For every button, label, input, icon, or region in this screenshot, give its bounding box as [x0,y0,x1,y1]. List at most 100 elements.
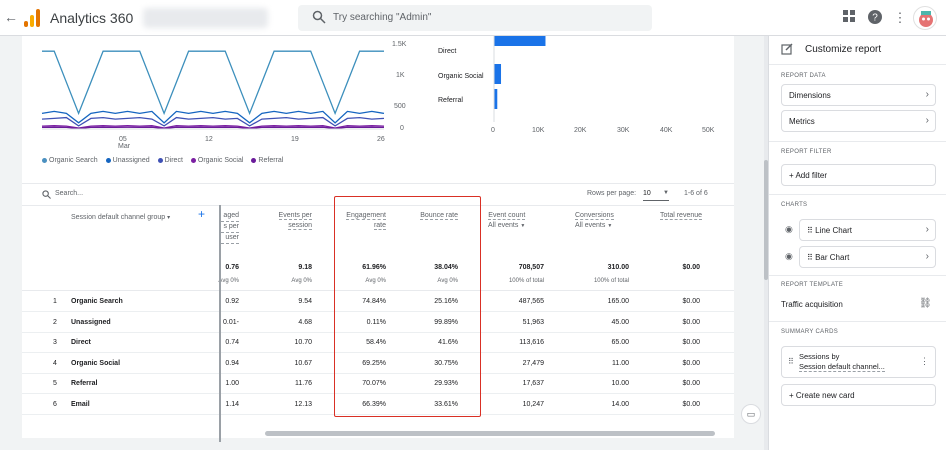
more-vert-icon[interactable]: ⋮ [893,10,907,25]
rows-per-page-select[interactable]: 10 ▼ [643,187,669,201]
cell-name: Organic Social [71,359,121,367]
total-value: 708,507 [518,264,544,271]
cell-eps: 4.68 [298,318,312,326]
col-header-engagement-rate[interactable]: Engagement rate [346,212,386,230]
back-arrow-icon[interactable]: ← [4,9,18,25]
horizontal-scrollbar[interactable] [265,431,715,436]
series-line [42,50,384,116]
legend-item[interactable]: Organic Social [190,157,243,164]
col-header-total-revenue[interactable]: Total revenue [660,212,703,220]
cell-rev: $0.00 [682,359,700,367]
account-selector[interactable] [143,8,268,28]
cell-rev: $0.00 [682,339,700,346]
series-line [41,126,385,130]
panel-title: Customize report [805,44,882,55]
summary-card-item[interactable]: ⠿ Sessions by Session default channel...… [781,346,936,378]
eye-icon[interactable]: ◉ [785,251,793,261]
cell-eng: 69.25% [362,359,386,367]
bar-chart-item[interactable]: ⠿ Bar Chart › [799,246,936,268]
top-app-bar: ← Analytics 360 Try searching "Admin" ? … [0,0,946,36]
legend-item[interactable]: Unassigned [105,157,150,164]
dimension-header[interactable]: Session default channel group ▾ [71,214,171,221]
chevron-right-icon: › [925,251,929,262]
line-chart[interactable] [22,36,402,156]
add-dimension-icon[interactable]: + [198,207,206,221]
bar-chart[interactable] [492,36,732,136]
cell-eps: 11.76 [295,380,312,387]
pagination-range: 1-6 of 6 [684,190,708,197]
cell-partial: 0.92 [225,298,239,305]
cell-name: Email [71,400,90,408]
apps-grid-icon[interactable] [841,10,857,26]
table-row[interactable]: 1 Organic Search 0.92 9.54 74.84% 25.16% 487,5… [22,292,734,312]
summary-card-title: Sessions by [799,352,840,361]
col-header-bounce-rate[interactable]: Bounce rate [420,212,458,220]
create-new-card-button[interactable]: + Create new card [781,384,936,406]
bar-label-direct: Direct [438,48,457,55]
cell-bounce: 30.75% [434,359,458,367]
drag-handle-icon[interactable]: ⠿ [807,226,813,235]
table-search-input[interactable]: Search... [55,190,84,197]
search-icon [312,10,326,24]
line-chart-item[interactable]: ⠿ Line Chart › [799,219,936,241]
unlink-template-icon[interactable]: ⛓ [919,298,932,309]
eye-icon[interactable]: ◉ [785,224,793,234]
col-header-event-count[interactable]: Event count All events ▼ [488,212,526,229]
cell-events: 27,479 [522,359,544,367]
cell-eng: 58.4% [366,339,386,346]
avatar[interactable] [913,6,937,30]
rows-per-page-label: Rows per page: [587,190,637,197]
legend-item[interactable]: Organic Search [42,157,98,164]
global-search-box[interactable]: Try searching "Admin" [298,5,652,31]
cell-partial: 0.94 [225,359,239,367]
bar [494,89,498,109]
section-report-filter: REPORT FILTER [781,149,832,155]
bar-x-tick: 40K [660,127,673,134]
col-header-conversions[interactable]: Conversions All events ▼ [575,212,614,229]
col-header-events-per-session[interactable]: Events per session [278,212,312,230]
total-sub: 100% of total [508,278,544,284]
chevron-right-icon: › [925,89,929,100]
total-sub: Avg 0% [365,278,386,284]
cell-n: 4 [53,359,57,367]
table-row[interactable]: 3 Direct 0.74 10.70 58.4% 41.6% 113,616 65.00 $0… [22,333,734,353]
more-vert-icon[interactable]: ⋮ [920,356,929,366]
cell-partial: 1.00 [225,380,239,387]
cell-bounce: 99.89% [434,318,458,326]
table-row[interactable]: 6 Email 1.14 12.13 66.39% 33.61% 10,247 14.00 $0… [22,395,734,415]
table-row[interactable]: 2 Unassigned -0.01 4.68 0.11% 99.89% 51,963 45.… [22,313,734,333]
cell-events: 51,963 [522,318,544,326]
drag-handle-icon[interactable]: ⠿ [788,357,794,366]
cell-partial: 1.14 [225,400,239,408]
dimensions-button[interactable]: Dimensions › [781,84,936,106]
add-filter-button[interactable]: + Add filter [781,164,936,186]
table-row[interactable]: 4 Organic Social 0.94 10.67 69.25% 30.75% 27,4… [22,354,734,374]
cell-bounce: 25.16% [434,298,458,305]
bar-x-tick: 0 [491,127,495,134]
cell-rev: $0.00 [682,298,700,305]
total-value: 61.96% [362,264,386,271]
legend-item[interactable]: Direct [157,157,183,164]
cell-events: 113,616 [519,339,544,346]
col-header-partial[interactable]: aged s per user [221,211,239,244]
bar-x-tick: 20K [574,127,587,134]
drag-handle-icon[interactable]: ⠿ [807,253,813,262]
legend-item[interactable]: Referral [251,157,283,164]
total-sub: Avg 0% [218,278,239,284]
help-icon[interactable]: ? [867,10,883,26]
feedback-icon[interactable]: ▭ [741,404,761,424]
cell-n: 1 [53,298,57,305]
divider [769,321,946,322]
table-row[interactable]: 5 Referral 1.00 11.76 70.07% 29.93% 17,637 10.0… [22,374,734,394]
metrics-button[interactable]: Metrics › [781,110,936,132]
vertical-scrollbar-thumb[interactable] [764,160,768,280]
cell-eps: 10.70 [294,339,312,346]
cell-name: Direct [71,339,91,346]
x-tick-1: 05 [119,136,127,143]
cell-bounce: 33.61% [434,400,458,408]
report-card: 1.5K 1K 500 0 05 Mar 12 19 26 Organic Se… [22,36,734,442]
total-sub: Avg 0% [291,278,312,284]
cell-partial: -0.01 [223,318,239,326]
y-tick-3: 500 [394,103,406,110]
analytics-logo-icon [24,9,40,27]
